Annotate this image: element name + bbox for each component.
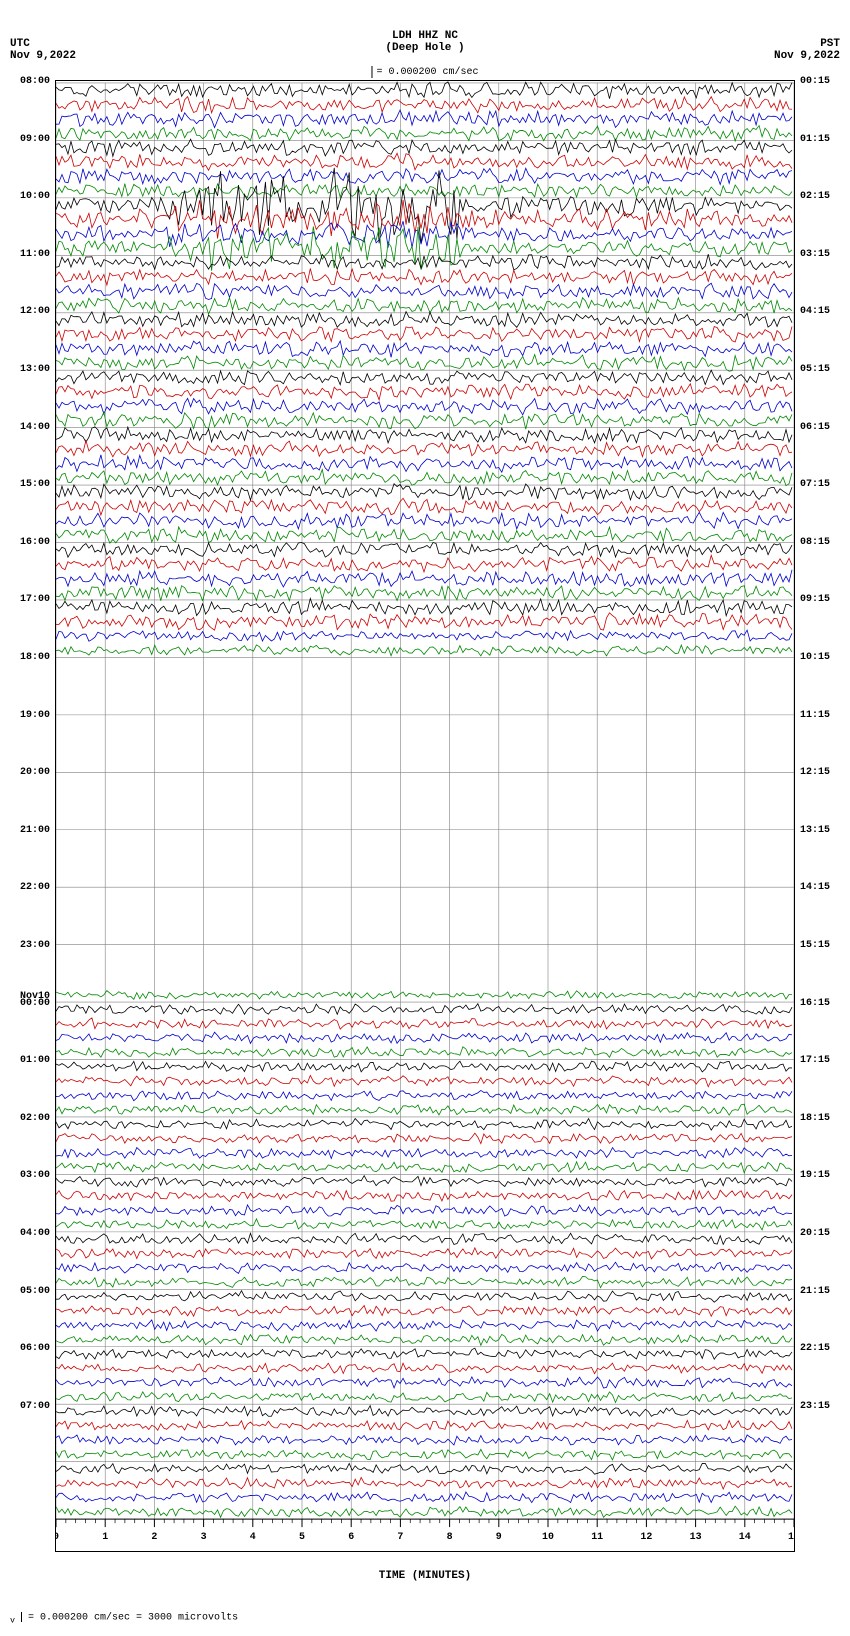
footer-scale: v = 0.000200 cm/sec = 3000 microvolts [10,1612,840,1626]
svg-text:9: 9 [496,1531,502,1542]
pst-hour-label: 13:15 [800,825,830,836]
svg-text:15: 15 [788,1531,794,1542]
pst-hour-label: 14:15 [800,882,830,893]
pst-hour-label: 18:15 [800,1113,830,1124]
svg-text:1: 1 [102,1531,108,1542]
tz-right: PST [774,38,840,50]
seismogram-container: UTC Nov 9,2022 LDH HHZ NC (Deep Hole ) P… [10,10,840,1626]
grid [56,83,794,1519]
scale-tick-icon [371,66,372,78]
pst-hour-label: 20:15 [800,1228,830,1239]
pst-hour-label: 04:15 [800,306,830,317]
utc-hour-label: 01:00 [20,1055,50,1066]
utc-hour-label: 23:00 [20,940,50,951]
pst-hour-label: 23:15 [800,1401,830,1412]
x-axis: 0123456789101112131415 [56,1519,794,1542]
pst-hour-label: 06:15 [800,422,830,433]
svg-text:5: 5 [299,1531,305,1542]
pst-hour-label: 12:15 [800,767,830,778]
tz-left: UTC [10,38,76,50]
date-left: Nov 9,2022 [10,50,76,62]
pst-hour-label: 00:15 [800,76,830,87]
pst-hour-label: 21:15 [800,1286,830,1297]
utc-hour-label: 10:00 [20,191,50,202]
footer-text: = 0.000200 cm/sec = 3000 microvolts [28,1613,238,1624]
pst-hour-label: 11:15 [800,710,830,721]
seismogram-svg: 0123456789101112131415 [56,81,794,1551]
header-left: UTC Nov 9,2022 [10,38,76,62]
scale-tick-icon [21,1612,22,1622]
scale-text: = 0.000200 cm/sec [376,67,478,78]
utc-hour-label: 00:00 [20,998,50,1009]
utc-hour-label: 12:00 [20,306,50,317]
utc-hour-label: 09:00 [20,134,50,145]
header-center: LDH HHZ NC (Deep Hole ) [385,30,464,54]
utc-hour-label: 18:00 [20,652,50,663]
header-right: PST Nov 9,2022 [774,38,840,62]
utc-hour-label: 22:00 [20,882,50,893]
svg-text:14: 14 [739,1531,751,1542]
pst-hour-label: 07:15 [800,479,830,490]
svg-text:13: 13 [690,1531,702,1542]
utc-hour-label: 08:00 [20,76,50,87]
date-right: Nov 9,2022 [774,50,840,62]
utc-hour-label: 11:00 [20,249,50,260]
pst-hour-label: 22:15 [800,1343,830,1354]
x-axis-label: TIME (MINUTES) [10,1570,840,1582]
utc-hour-label: 06:00 [20,1343,50,1354]
utc-hour-label: 14:00 [20,422,50,433]
utc-hour-label: 15:00 [20,479,50,490]
station-location: (Deep Hole ) [385,42,464,54]
scale-bar: = 0.000200 cm/sec [371,66,478,78]
svg-text:3: 3 [201,1531,207,1542]
plot-area: 08:0009:0010:0011:0012:0013:0014:0015:00… [55,80,795,1552]
svg-text:11: 11 [591,1531,603,1542]
svg-text:2: 2 [151,1531,157,1542]
pst-hour-label: 09:15 [800,594,830,605]
pst-hour-labels: 00:1501:1502:1503:1504:1505:1506:1507:15… [797,81,839,1551]
utc-hour-label: 13:00 [20,364,50,375]
utc-hour-label: 19:00 [20,710,50,721]
utc-hour-label: 07:00 [20,1401,50,1412]
pst-hour-label: 08:15 [800,537,830,548]
traces [56,82,792,1517]
svg-text:4: 4 [250,1531,256,1542]
utc-hour-label: 04:00 [20,1228,50,1239]
utc-hour-label: 05:00 [20,1286,50,1297]
svg-text:10: 10 [542,1531,554,1542]
pst-hour-label: 17:15 [800,1055,830,1066]
pst-hour-label: 10:15 [800,652,830,663]
pst-hour-label: 15:15 [800,940,830,951]
utc-hour-label: 21:00 [20,825,50,836]
svg-text:7: 7 [397,1531,403,1542]
header: UTC Nov 9,2022 LDH HHZ NC (Deep Hole ) P… [10,10,840,80]
pst-hour-label: 03:15 [800,249,830,260]
pst-hour-label: 16:15 [800,998,830,1009]
utc-hour-label: 03:00 [20,1170,50,1181]
svg-text:8: 8 [447,1531,453,1542]
utc-hour-label: 16:00 [20,537,50,548]
svg-text:6: 6 [348,1531,354,1542]
svg-text:12: 12 [640,1531,652,1542]
pst-hour-label: 02:15 [800,191,830,202]
pst-hour-label: 01:15 [800,134,830,145]
svg-text:0: 0 [56,1531,59,1542]
utc-hour-label: 17:00 [20,594,50,605]
utc-hour-labels: 08:0009:0010:0011:0012:0013:0014:0015:00… [11,81,53,1551]
station-code: LDH HHZ NC [385,30,464,42]
pst-hour-label: 05:15 [800,364,830,375]
pst-hour-label: 19:15 [800,1170,830,1181]
utc-hour-label: 02:00 [20,1113,50,1124]
utc-hour-label: 20:00 [20,767,50,778]
